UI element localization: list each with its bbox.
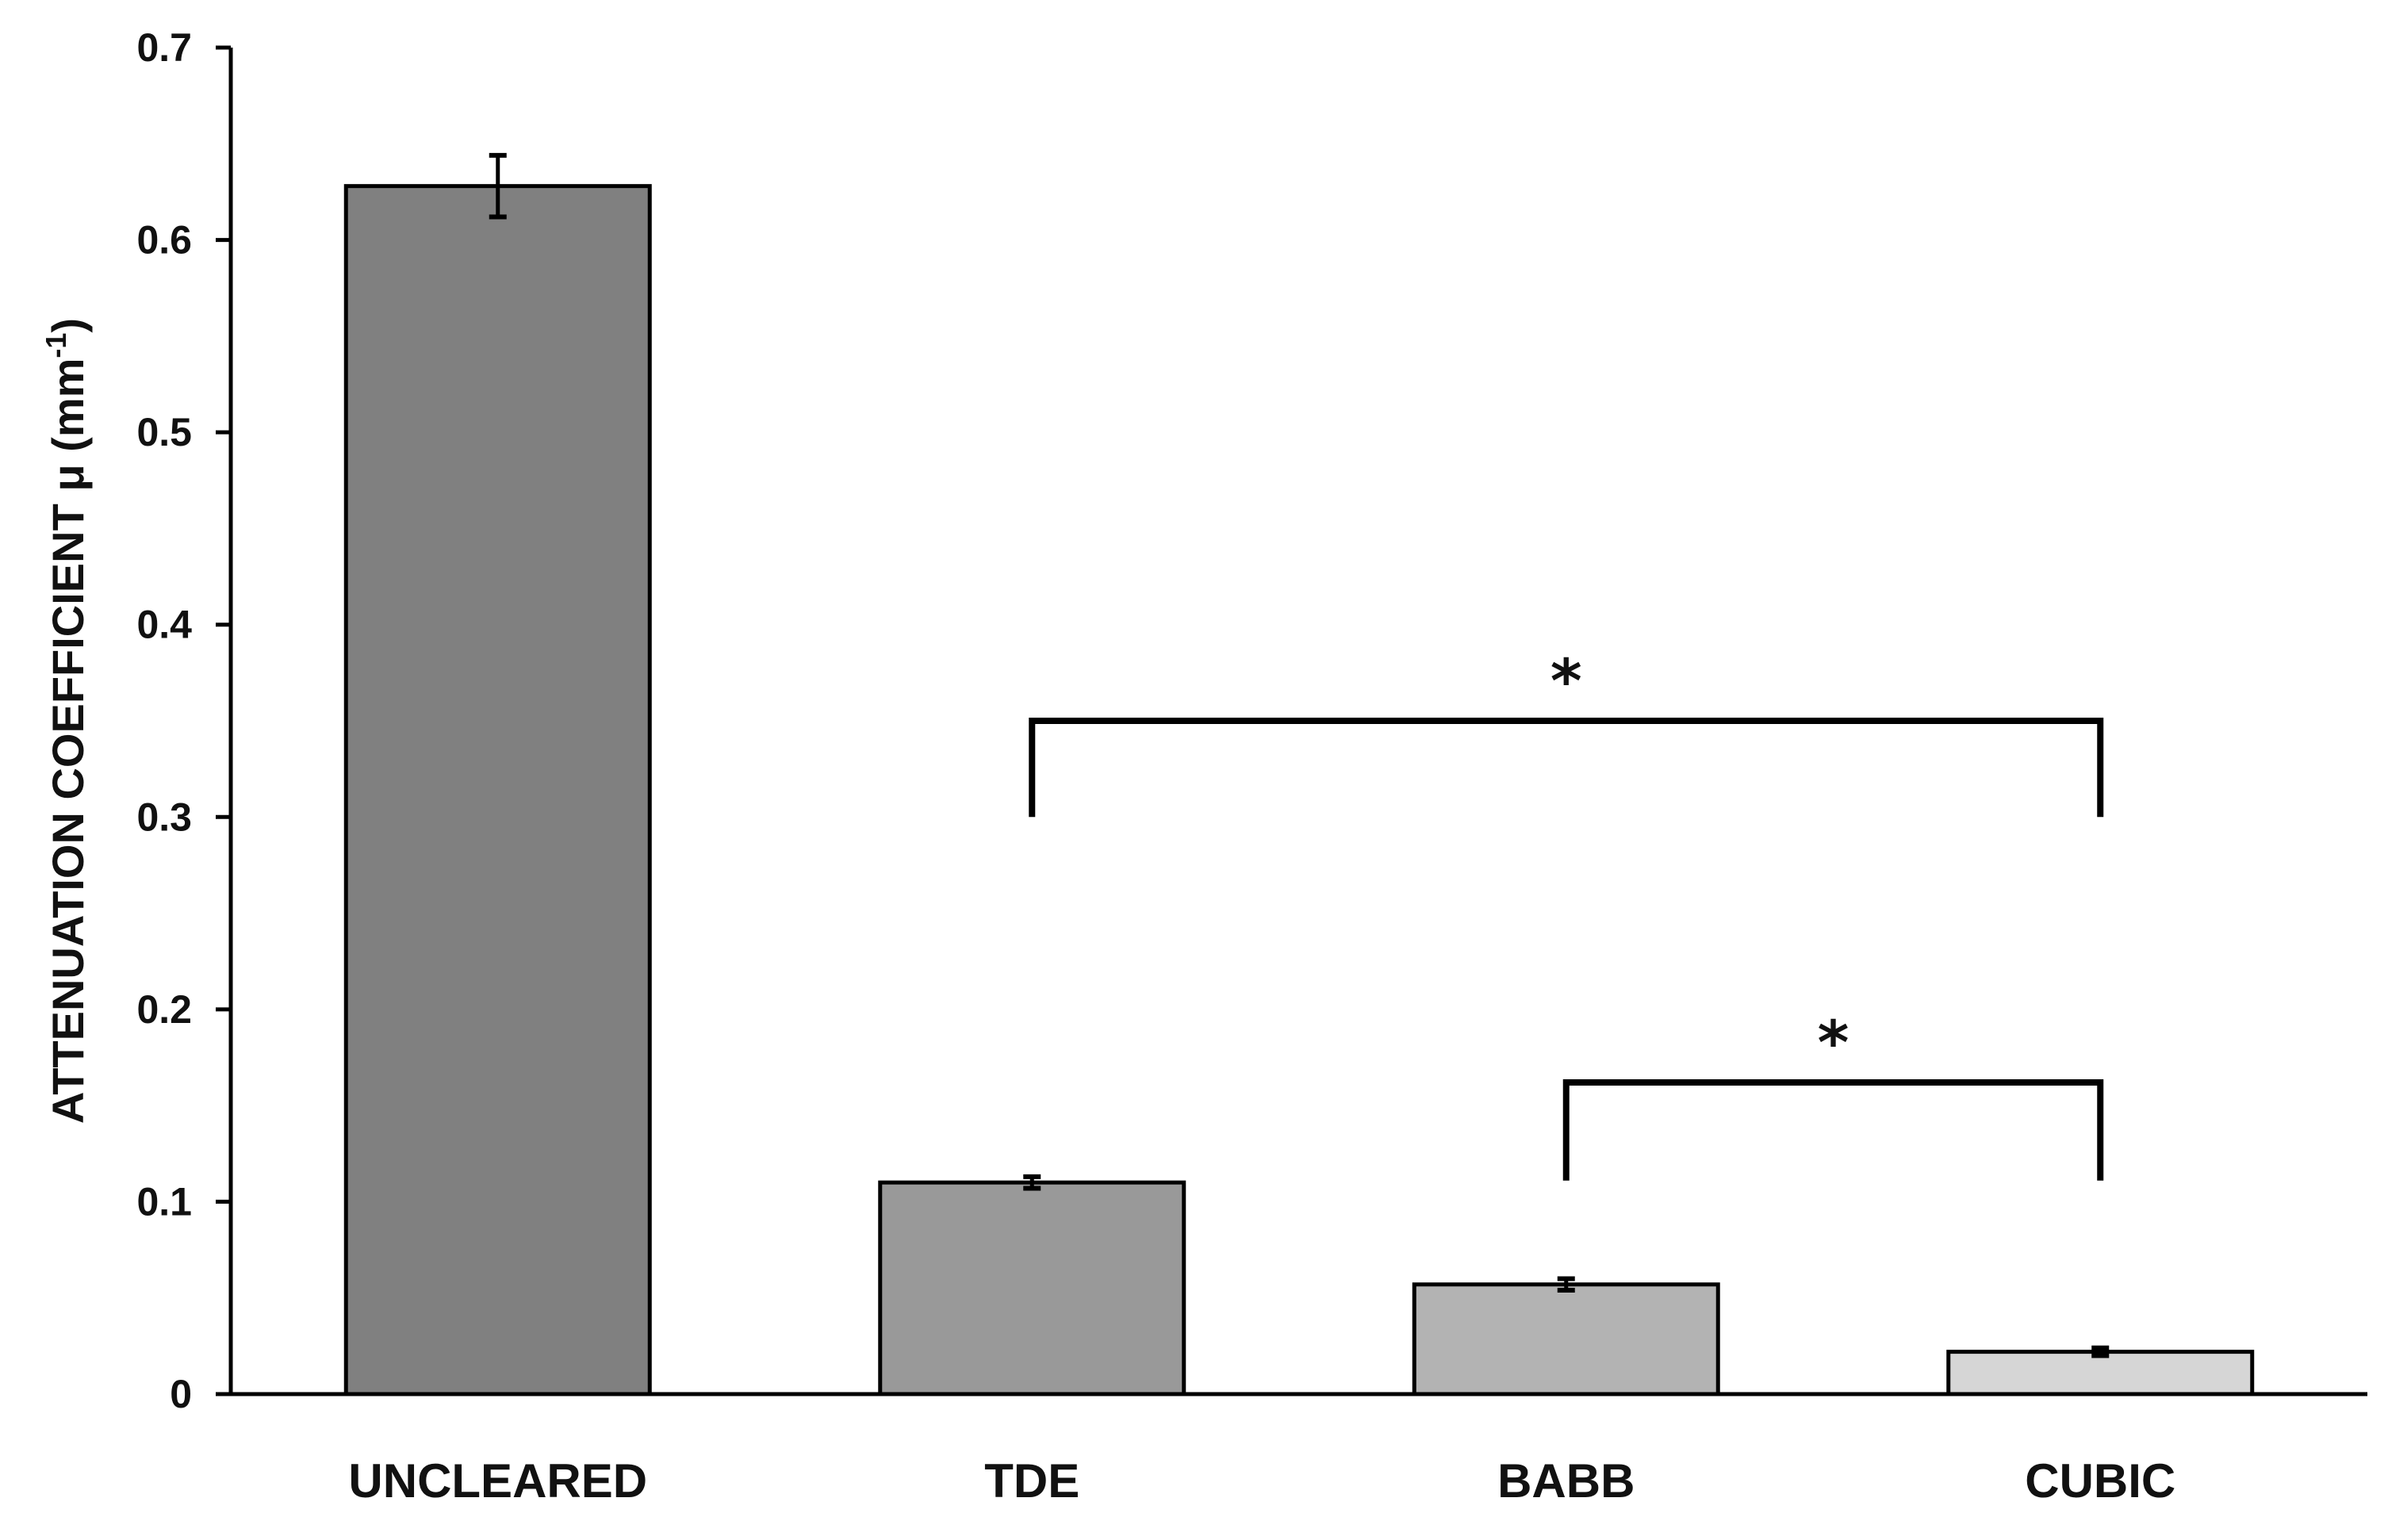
- significance-bracket-1: *: [1029, 645, 2104, 818]
- axes-group: [228, 48, 2367, 1396]
- y-ticks-group: 0 0.1 0.2 0.3 0.4 0.5 0.6 0.7: [136, 25, 231, 1416]
- x-tick-label-babb: BABB: [1497, 1454, 1635, 1507]
- y-tick-label: 0.1: [136, 1179, 192, 1224]
- significance-label: *: [1550, 645, 1582, 716]
- significance-group: **: [1029, 645, 2104, 1181]
- x-tick-label-tde: TDE: [984, 1454, 1079, 1507]
- bar-babb: [1412, 1282, 1720, 1396]
- bar-cubic: [1946, 1350, 2255, 1396]
- significance-label: *: [1818, 1007, 1849, 1078]
- y-tick-label: 0.7: [136, 25, 192, 70]
- error-bar-babb: [1557, 1276, 1575, 1293]
- y-tick-label: 0.2: [136, 987, 192, 1032]
- x-tick-label-cubic: CUBIC: [2025, 1454, 2175, 1507]
- error-bar-uncleared: [489, 152, 507, 220]
- significance-bracket-2: *: [1562, 1007, 2104, 1181]
- y-tick-label: 0.4: [136, 603, 192, 647]
- y-axis-title-main: ATTENUATION COEFFICIENT μ (mm: [43, 358, 93, 1124]
- y-tick-label: 0.3: [136, 795, 192, 839]
- error-bar-cubic: [2091, 1345, 2110, 1358]
- y-axis-title-superscript: -1: [40, 333, 72, 358]
- y-tick-label: 0.5: [136, 410, 192, 454]
- y-axis-title-end: ): [43, 318, 93, 333]
- significance-bracket-line: [1562, 1079, 2104, 1181]
- x-tick-label-uncleared: UNCLEARED: [348, 1454, 647, 1507]
- error-bar-tde: [1023, 1174, 1041, 1191]
- y-tick-label: 0: [170, 1372, 192, 1416]
- y-tick-label: 0.6: [136, 218, 192, 262]
- bar-uncleared: [343, 184, 652, 1396]
- bar-tde: [878, 1180, 1186, 1396]
- error-bars-group: [489, 152, 2110, 1358]
- x-labels-group: UNCLEARED TDE BABB CUBIC: [348, 1454, 2175, 1507]
- bars-group: [343, 184, 2255, 1396]
- y-axis-title: ATTENUATION COEFFICIENT μ (mm-1): [40, 318, 93, 1124]
- significance-bracket-line: [1029, 718, 2104, 818]
